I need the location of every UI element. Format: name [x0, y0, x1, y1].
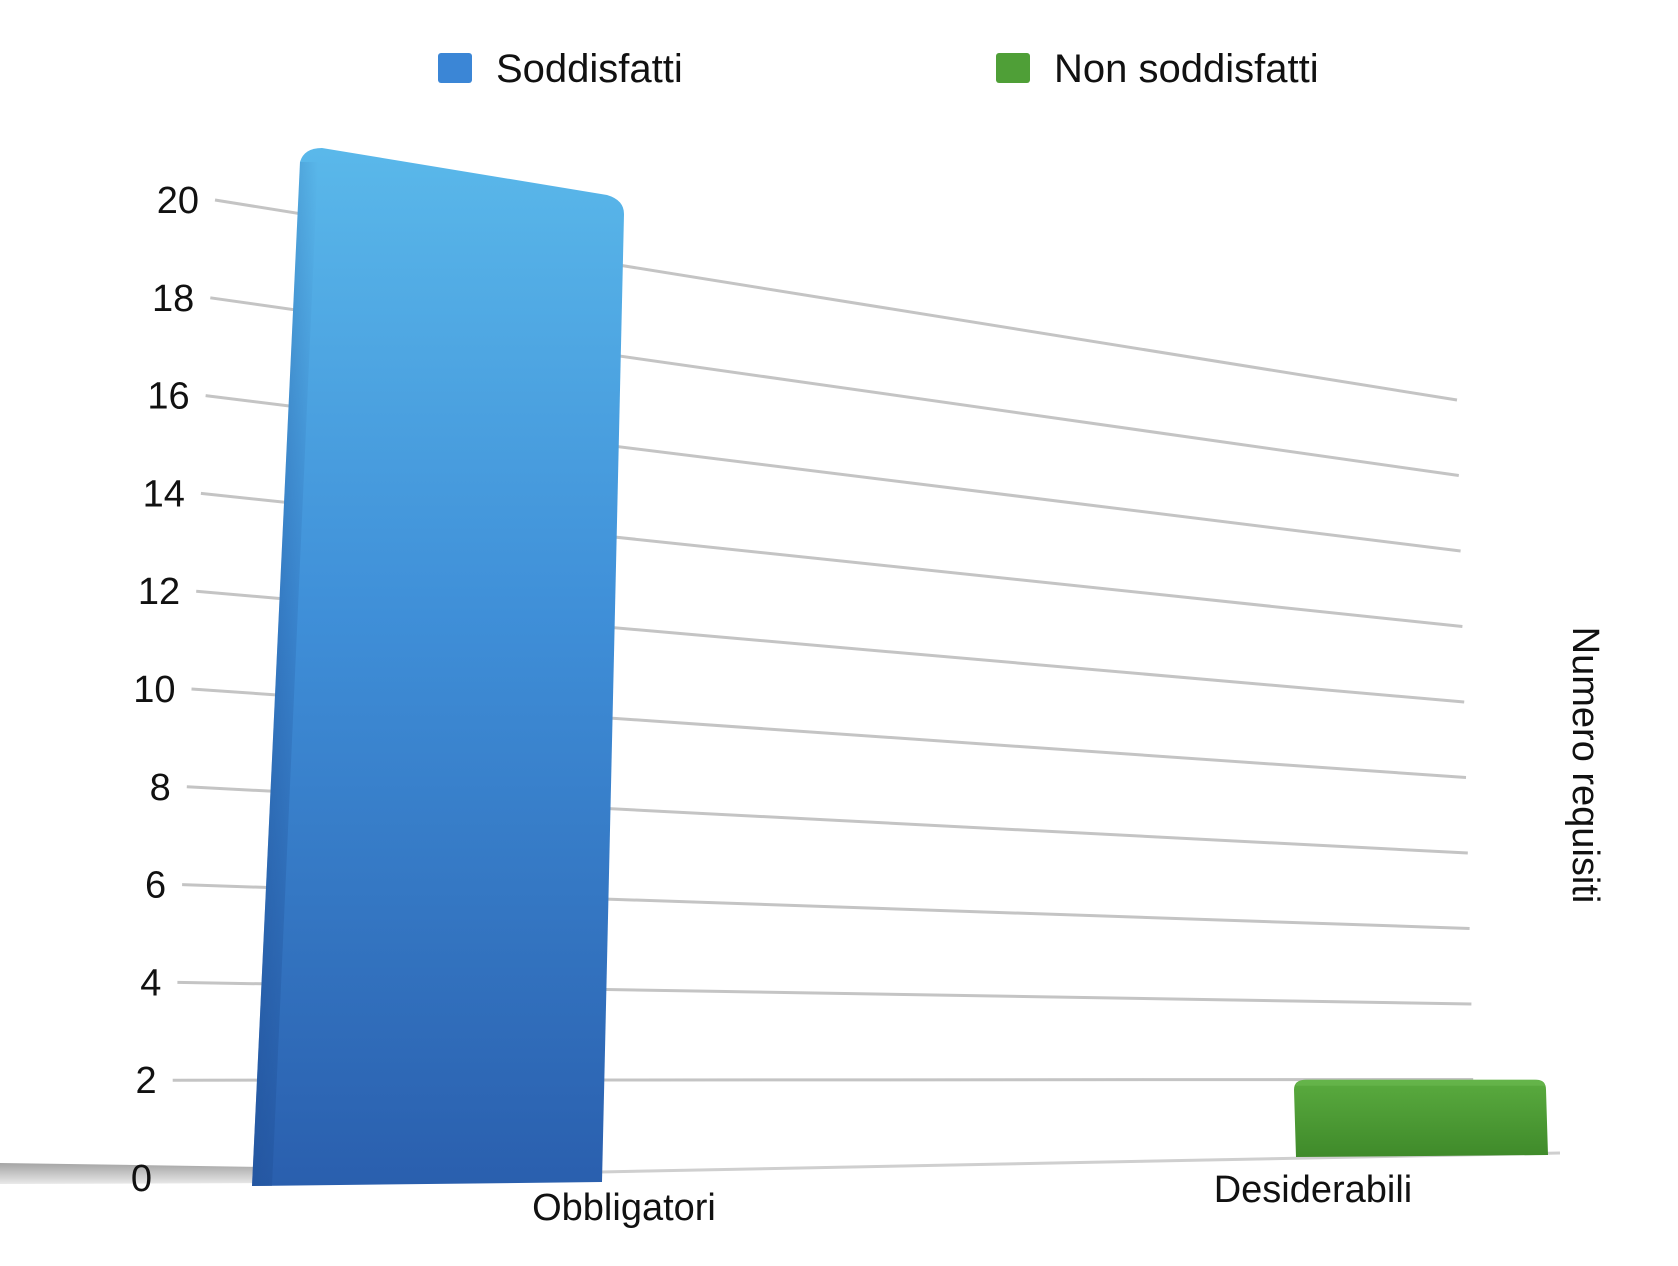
bar-desiderabili-non-soddisfatti: [1294, 1079, 1548, 1157]
bar-obbligatori-soddisfatti: [252, 148, 624, 1186]
y-tick-label-12: 12: [138, 571, 180, 613]
y-tick-label-20: 20: [157, 180, 199, 222]
bar-obbligatori-side-shade: [252, 162, 318, 1186]
bars: [252, 148, 1548, 1186]
legend-label-non-soddisfatti: Non soddisfatti: [1054, 47, 1319, 91]
legend-item-soddisfatti: Soddisfatti: [438, 47, 683, 91]
category-label-obbligatori: Obbligatori: [532, 1187, 716, 1229]
legend-swatch-non-soddisfatti: [996, 53, 1030, 83]
y-axis-title: Numero requisiti: [1564, 627, 1606, 904]
legend: Soddisfatti Non soddisfatti: [438, 47, 1319, 91]
y-tick-label-18: 18: [152, 278, 194, 320]
y-tick-label-10: 10: [133, 669, 175, 711]
legend-label-soddisfatti: Soddisfatti: [496, 47, 683, 91]
y-tick-label-0: 0: [131, 1158, 152, 1200]
legend-swatch-soddisfatti: [438, 53, 472, 83]
y-tick-label-14: 14: [143, 473, 185, 515]
y-tick-label-16: 16: [147, 376, 189, 418]
y-tick-label-4: 4: [140, 962, 161, 1004]
category-label-desiderabili: Desiderabili: [1214, 1169, 1413, 1211]
y-axis-ticks: 0 2 4 6 8 10 12 14 16 18 20: [131, 180, 199, 1200]
legend-item-non-soddisfatti: Non soddisfatti: [996, 47, 1319, 91]
y-tick-label-2: 2: [136, 1060, 157, 1102]
bar-desiderabili-top-highlight: [1296, 1079, 1545, 1086]
y-tick-label-6: 6: [145, 865, 166, 907]
y-tick-label-8: 8: [150, 767, 171, 809]
